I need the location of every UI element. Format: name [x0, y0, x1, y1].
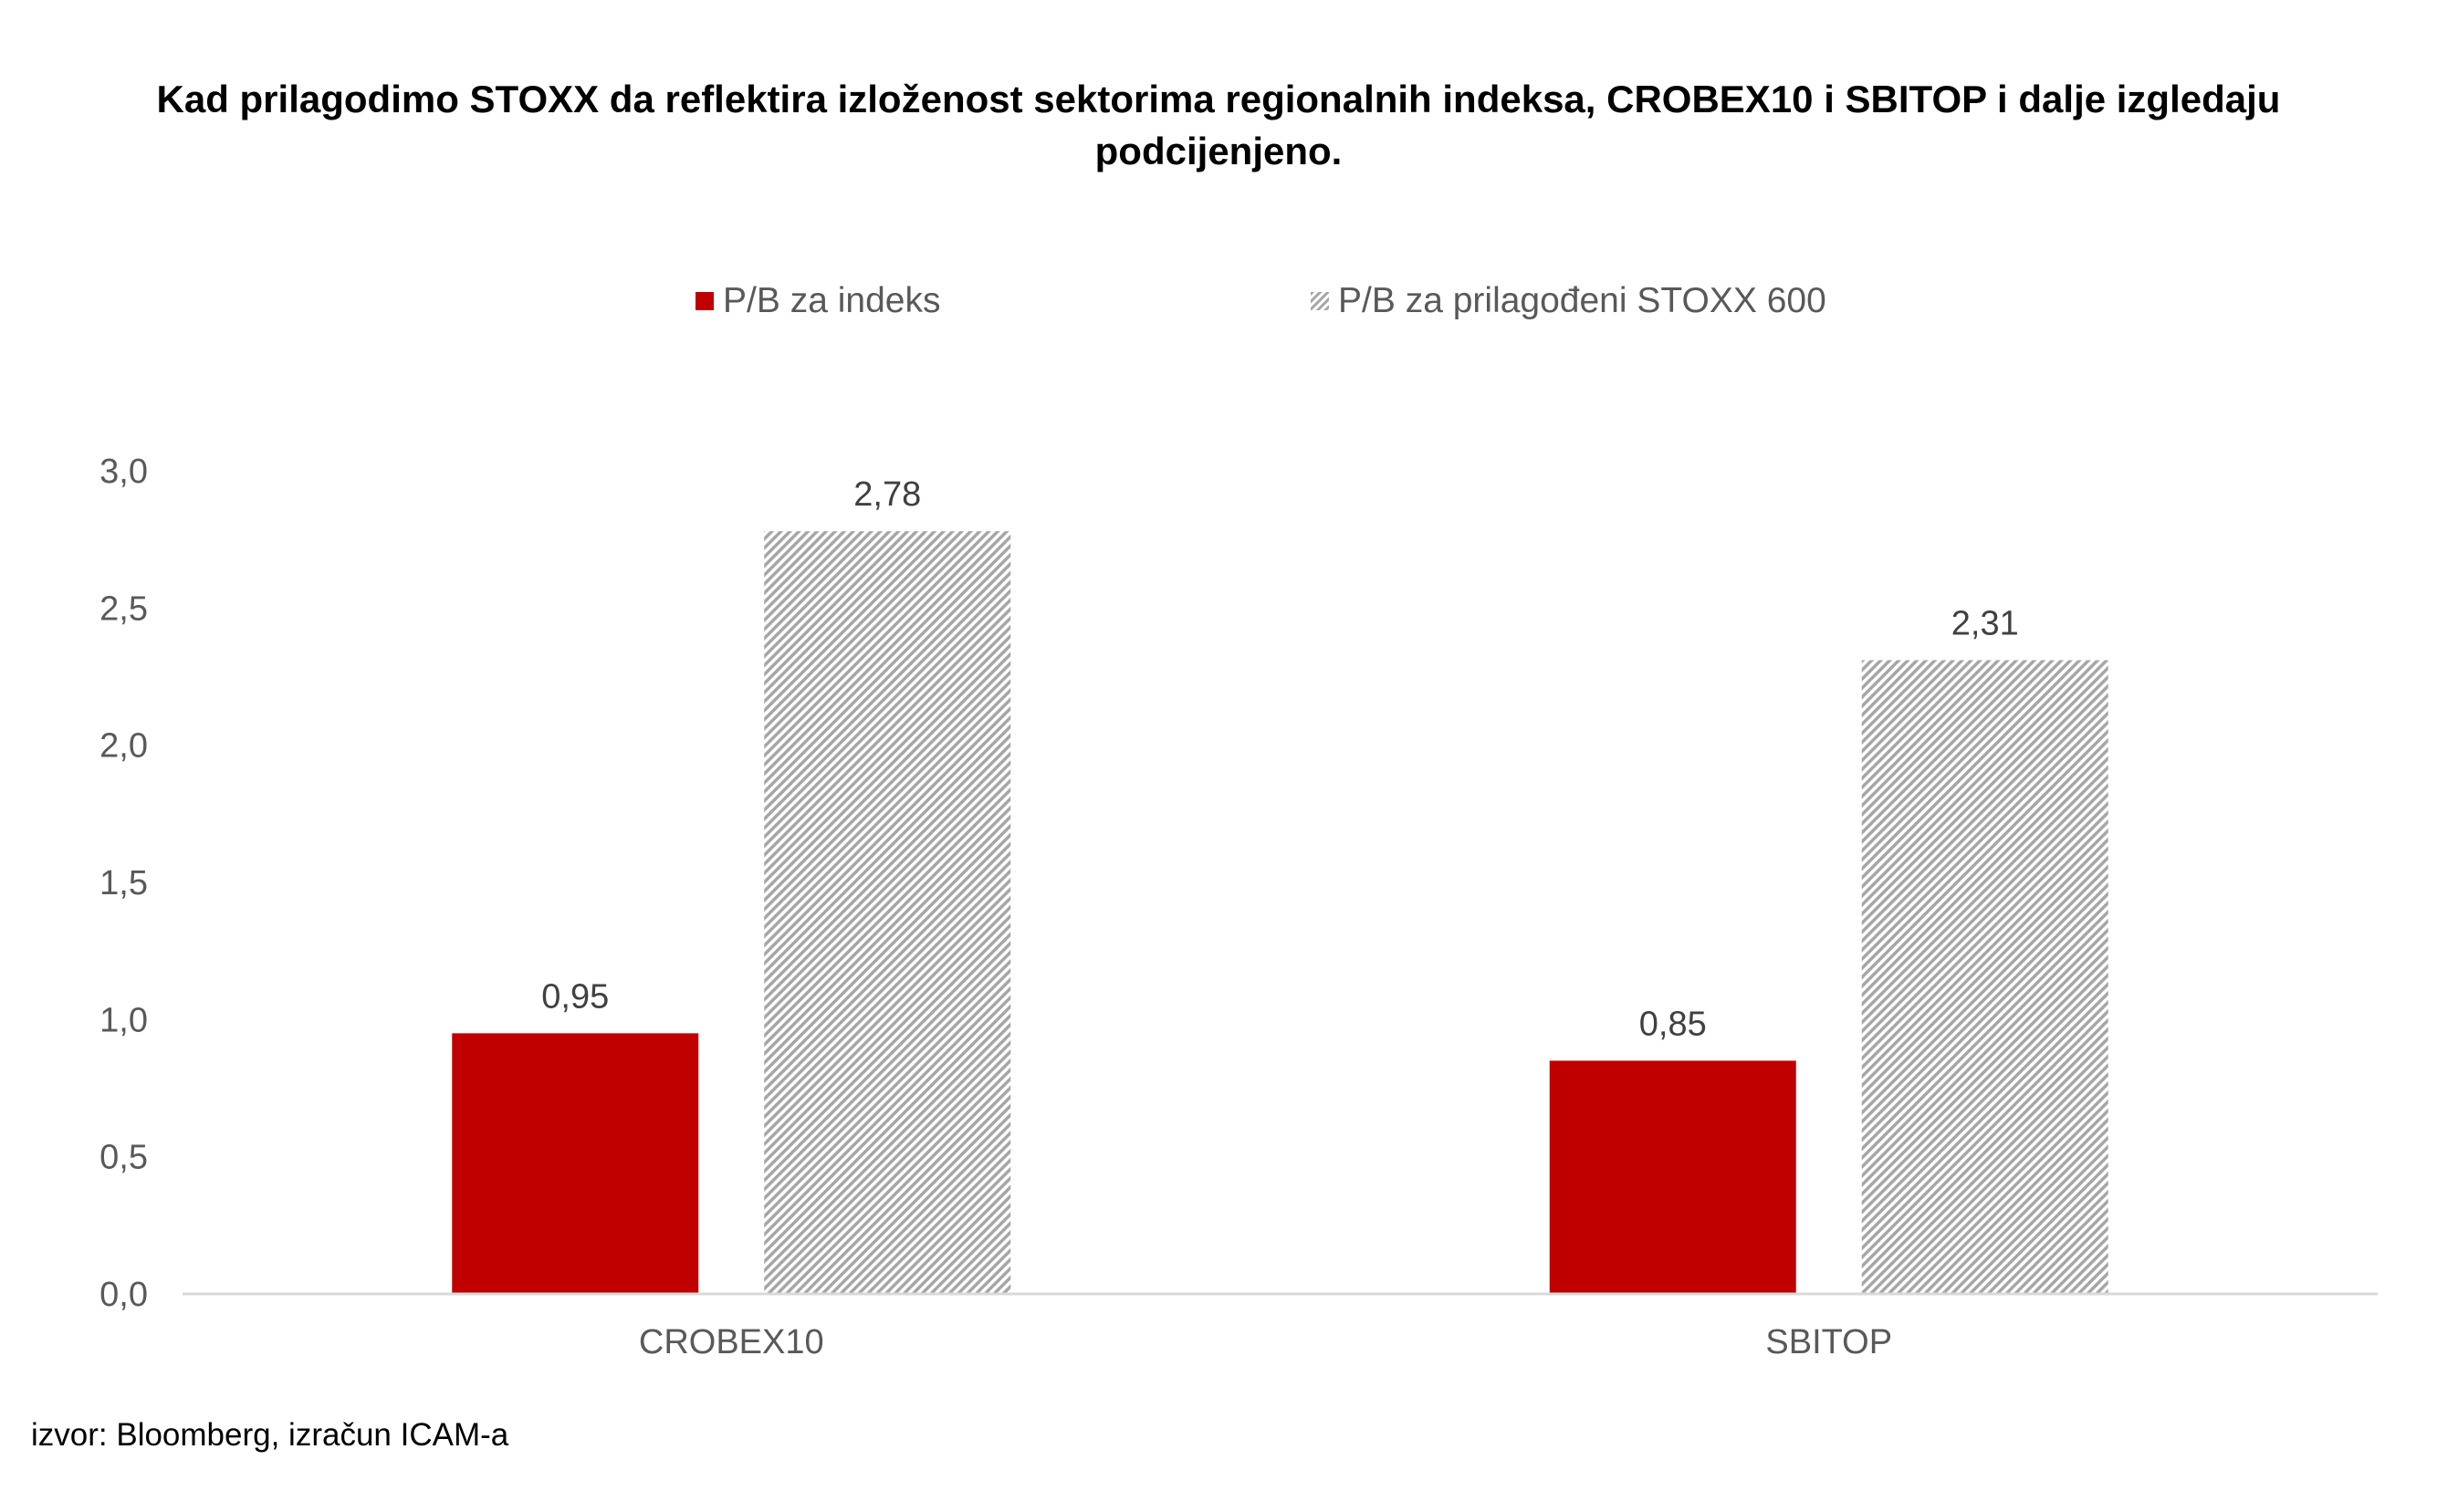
y-tick-label: 3,0	[99, 453, 148, 491]
bar-stoxx-sbitop	[1861, 660, 2108, 1294]
data-label: 2,78	[853, 475, 921, 514]
data-label: 0,85	[1639, 1005, 1707, 1043]
y-tick-label: 0,5	[99, 1139, 148, 1177]
legend-swatch-index	[696, 292, 714, 310]
x-tick-label: SBITOP	[1765, 1323, 1892, 1361]
legend: P/B za indeks P/B za prilagođeni STOXX 6…	[0, 281, 2437, 327]
y-axis-ticks: 0,0 0,5 1,0 1,5 2,0 2,5 3,0	[99, 453, 148, 1314]
y-tick-label: 2,5	[99, 589, 148, 628]
y-tick-label: 1,5	[99, 864, 148, 902]
y-tick-label: 0,0	[99, 1276, 148, 1314]
legend-label-index: P/B za indeks	[723, 281, 941, 320]
bar-stoxx-crobex10	[764, 531, 1011, 1294]
source-note: izvor: Bloomberg, izračun ICAM-a	[31, 1417, 509, 1453]
x-axis-labels: CROBEX10 SBITOP	[639, 1323, 1892, 1361]
bar-index-sbitop	[1549, 1060, 1796, 1294]
legend-item-index: P/B za indeks	[696, 281, 940, 321]
data-label: 0,95	[541, 977, 609, 1016]
x-tick-label: CROBEX10	[639, 1323, 824, 1361]
bar-index-crobex10	[452, 1033, 699, 1294]
legend-item-stoxx: P/B za prilagođeni STOXX 600	[1311, 281, 1826, 321]
bars	[452, 531, 2108, 1294]
data-label: 2,31	[1951, 604, 2019, 642]
legend-label-stoxx: P/B za prilagođeni STOXX 600	[1338, 281, 1826, 320]
data-labels: 0,95 2,78 0,85 2,31	[541, 475, 2018, 1043]
y-tick-label: 1,0	[99, 1001, 148, 1039]
chart-title: Kad prilagodimo STOXX da reflektira izlo…	[156, 78, 2281, 172]
y-tick-label: 2,0	[99, 727, 148, 766]
legend-swatch-stoxx	[1311, 292, 1329, 310]
